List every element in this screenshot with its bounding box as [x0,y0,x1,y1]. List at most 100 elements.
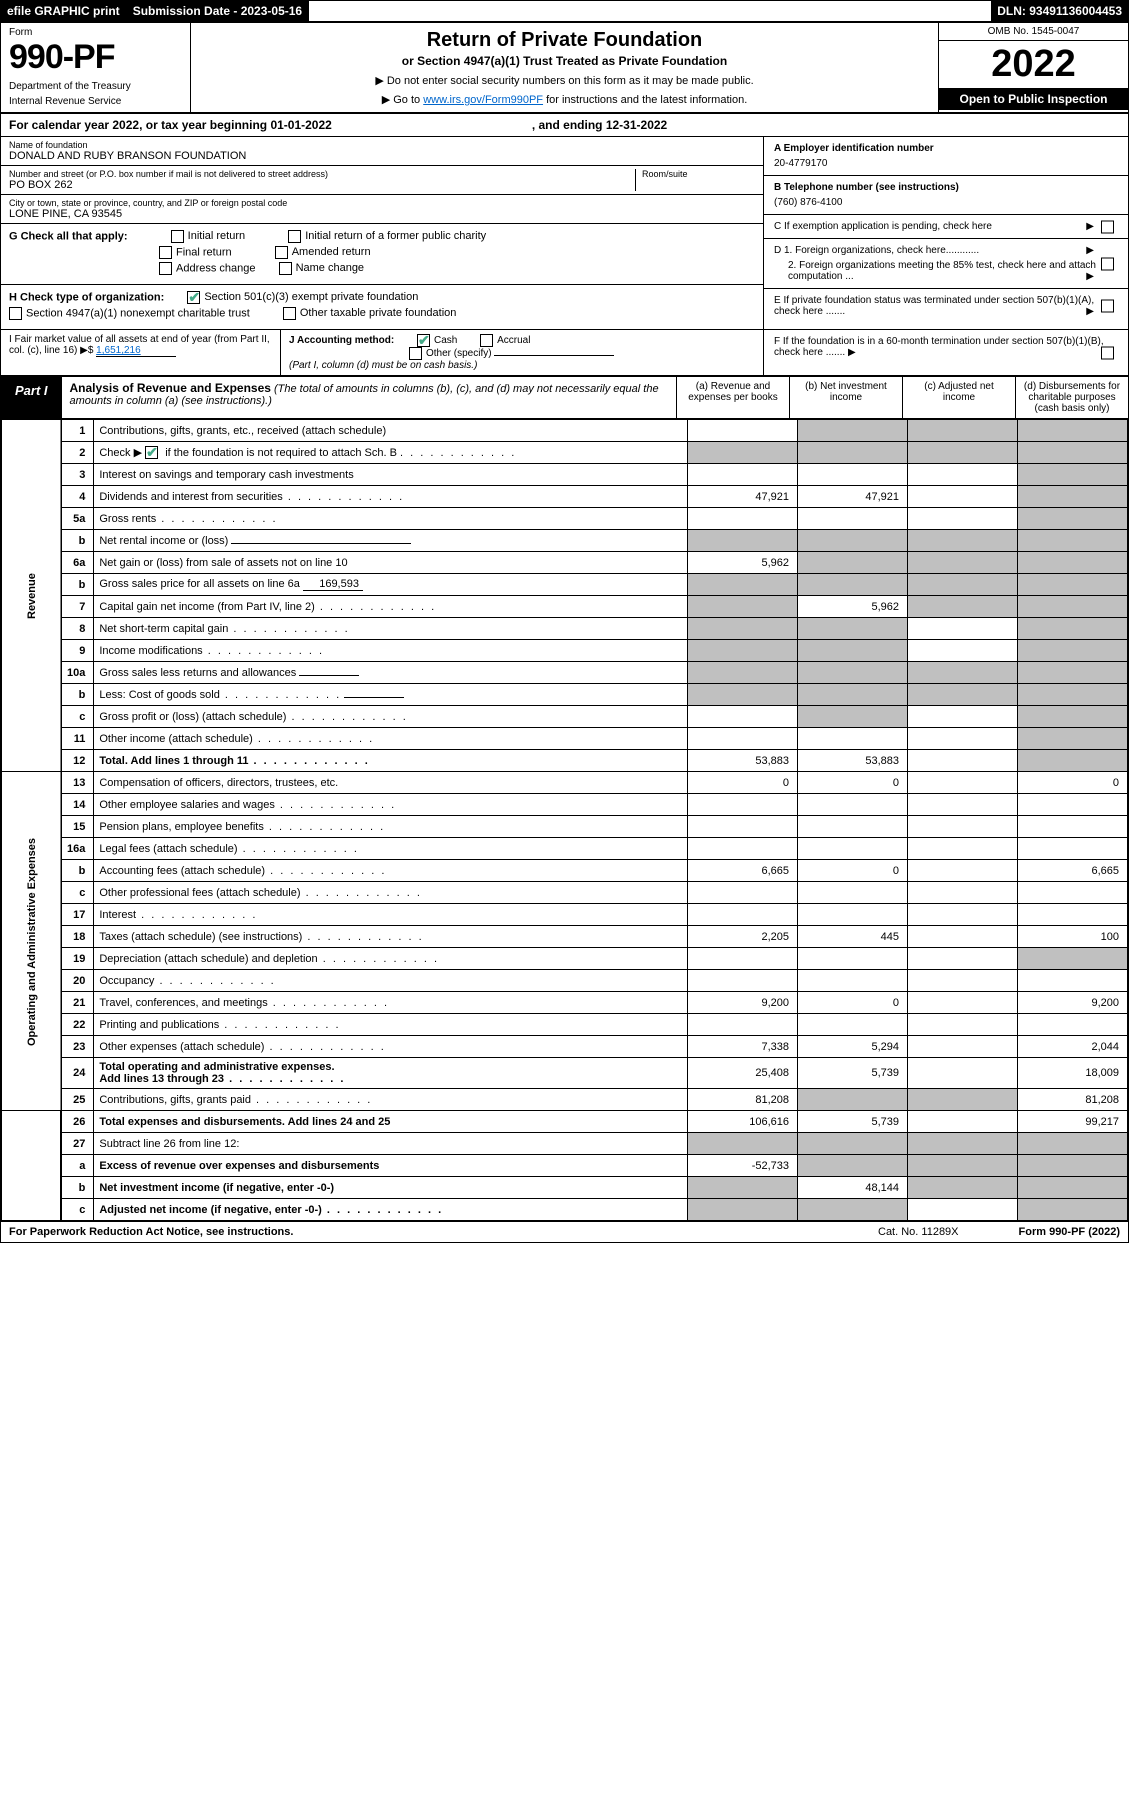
row-4: 4Dividends and interest from securities4… [2,486,1128,508]
section-h: H Check type of organization: Section 50… [1,285,763,329]
4947a1-checkbox[interactable] [9,307,22,320]
fmv-value[interactable]: 1,651,216 [96,345,176,357]
row-16c: cOther professional fees (attach schedul… [2,882,1128,904]
section-j: J Accounting method: Cash Accrual Other … [281,330,763,375]
part1-header: Part I Analysis of Revenue and Expenses … [1,377,1128,419]
ssn-note: ▶ Do not enter social security numbers o… [197,74,932,87]
dept-treasury: Department of the Treasury [9,81,182,92]
foundation-name: DONALD AND RUBY BRANSON FOUNDATION [9,150,755,162]
e-label: E If private foundation status was termi… [774,295,1094,317]
row-20: 20Occupancy [2,970,1128,992]
other-method-checkbox[interactable] [409,347,422,360]
row-11: 11Other income (attach schedule) [2,728,1128,750]
row-3: 3Interest on savings and temporary cash … [2,464,1128,486]
col-a-header: (a) Revenue and expenses per books [676,377,789,418]
info-block: Name of foundation DONALD AND RUBY BRANS… [1,137,1128,330]
note2-pre: ▶ Go to [382,94,423,106]
dln: DLN: 93491136004453 [991,1,1128,21]
cal-year-begin: For calendar year 2022, or tax year begi… [9,118,332,132]
opt-other-tax: Other taxable private foundation [300,307,457,319]
opt-501c3: Section 501(c)(3) exempt private foundat… [204,291,418,303]
cash-checkbox[interactable] [417,334,430,347]
accrual-checkbox[interactable] [480,334,493,347]
foundation-name-cell: Name of foundation DONALD AND RUBY BRANS… [1,137,763,166]
row-22: 22Printing and publications [2,1014,1128,1036]
col-b-header: (b) Net investment income [789,377,902,418]
row-5b: bNet rental income or (loss) [2,530,1128,552]
opt-addr-change: Address change [176,262,256,274]
arrow-icon: ▶ [848,347,856,358]
initial-public-checkbox[interactable] [288,230,301,243]
f-checkbox[interactable] [1101,346,1114,359]
row-7: 7Capital gain net income (from Part IV, … [2,596,1128,618]
arrow-icon: ▶ [1086,245,1094,256]
row-12: 12Total. Add lines 1 through 1153,88353,… [2,750,1128,772]
opt-initial-public: Initial return of a former public charit… [305,230,486,242]
opt-amended: Amended return [292,246,371,258]
header-right: OMB No. 1545-0047 2022 Open to Public In… [938,23,1128,112]
section-f: F If the foundation is in a 60-month ter… [763,330,1128,375]
cal-year-end: , and ending 12-31-2022 [532,118,667,132]
revenue-side-label: Revenue [2,420,62,772]
row-23: 23Other expenses (attach schedule)7,3385… [2,1036,1128,1058]
address-cell: Number and street (or P.O. box number if… [1,166,763,195]
schb-checkbox[interactable] [145,446,158,459]
opt-other: Other (specify) [426,348,492,359]
row-10a: 10aGross sales less returns and allowanc… [2,662,1128,684]
expenses-side-label: Operating and Administrative Expenses [2,772,62,1111]
row-27: 27Subtract line 26 from line 12: [2,1133,1128,1155]
e-checkbox[interactable] [1101,300,1114,313]
part1-table: Revenue1Contributions, gifts, grants, et… [1,419,1128,1221]
name-change-checkbox[interactable] [279,262,292,275]
form-number: 990-PF [9,38,182,77]
form-990pf: efile GRAPHIC print Submission Date - 20… [0,0,1129,1243]
other-taxable-checkbox[interactable] [283,307,296,320]
header-title-block: Return of Private Foundation or Section … [191,23,938,112]
row-6a: 6aNet gain or (loss) from sale of assets… [2,552,1128,574]
ein: 20-4779170 [774,158,1118,169]
final-return-checkbox[interactable] [159,246,172,259]
row-14: 14Other employee salaries and wages [2,794,1128,816]
form-label: Form [9,27,182,38]
d1-label: D 1. Foreign organizations, check here..… [774,245,979,256]
d2-checkbox[interactable] [1101,257,1114,270]
note2-post: for instructions and the latest informat… [546,94,747,106]
form-title: Return of Private Foundation [197,29,932,52]
address-change-checkbox[interactable] [159,262,172,275]
row-10b: bLess: Cost of goods sold [2,684,1128,706]
c-cell: C If exemption application is pending, c… [764,215,1128,239]
row-27a: aExcess of revenue over expenses and dis… [2,1155,1128,1177]
city-state-zip: LONE PINE, CA 93545 [9,208,755,220]
row-24: 24Total operating and administrative exp… [2,1058,1128,1089]
part1-label: Part I [1,377,62,418]
omb-number: OMB No. 1545-0047 [939,23,1128,41]
tax-year: 2022 [939,41,1128,88]
opt-final: Final return [176,246,232,258]
submission-date: Submission Date - 2023-05-16 [127,1,309,21]
amended-checkbox[interactable] [275,246,288,259]
row-10c: cGross profit or (loss) (attach schedule… [2,706,1128,728]
row-8: 8Net short-term capital gain [2,618,1128,640]
row-25: 25Contributions, gifts, grants paid81,20… [2,1089,1128,1111]
initial-return-checkbox[interactable] [171,230,184,243]
form990pf-link[interactable]: www.irs.gov/Form990PF [423,94,543,106]
city-label: City or town, state or province, country… [9,198,755,208]
c-checkbox[interactable] [1101,220,1114,233]
row-13: Operating and Administrative Expenses13C… [2,772,1128,794]
form-subtitle: or Section 4947(a)(1) Trust Treated as P… [197,54,932,68]
address: PO BOX 262 [9,179,635,191]
row-15: 15Pension plans, employee benefits [2,816,1128,838]
opt-name-change: Name change [296,262,365,274]
row-27c: cAdjusted net income (if negative, enter… [2,1199,1128,1221]
header: Form 990-PF Department of the Treasury I… [1,23,1128,114]
phone: (760) 876-4100 [774,197,1118,208]
opt-initial: Initial return [188,230,245,242]
efile-print[interactable]: efile GRAPHIC print [1,1,127,21]
row-9: 9Income modifications [2,640,1128,662]
arrow-icon: ▶ [1086,306,1094,317]
addr-label: Number and street (or P.O. box number if… [9,169,635,179]
501c3-checkbox[interactable] [187,291,200,304]
footer: For Paperwork Reduction Act Notice, see … [1,1221,1128,1242]
row-2: 2Check ▶ if the foundation is not requir… [2,442,1128,464]
form-ref: Form 990-PF (2022) [1019,1226,1120,1238]
